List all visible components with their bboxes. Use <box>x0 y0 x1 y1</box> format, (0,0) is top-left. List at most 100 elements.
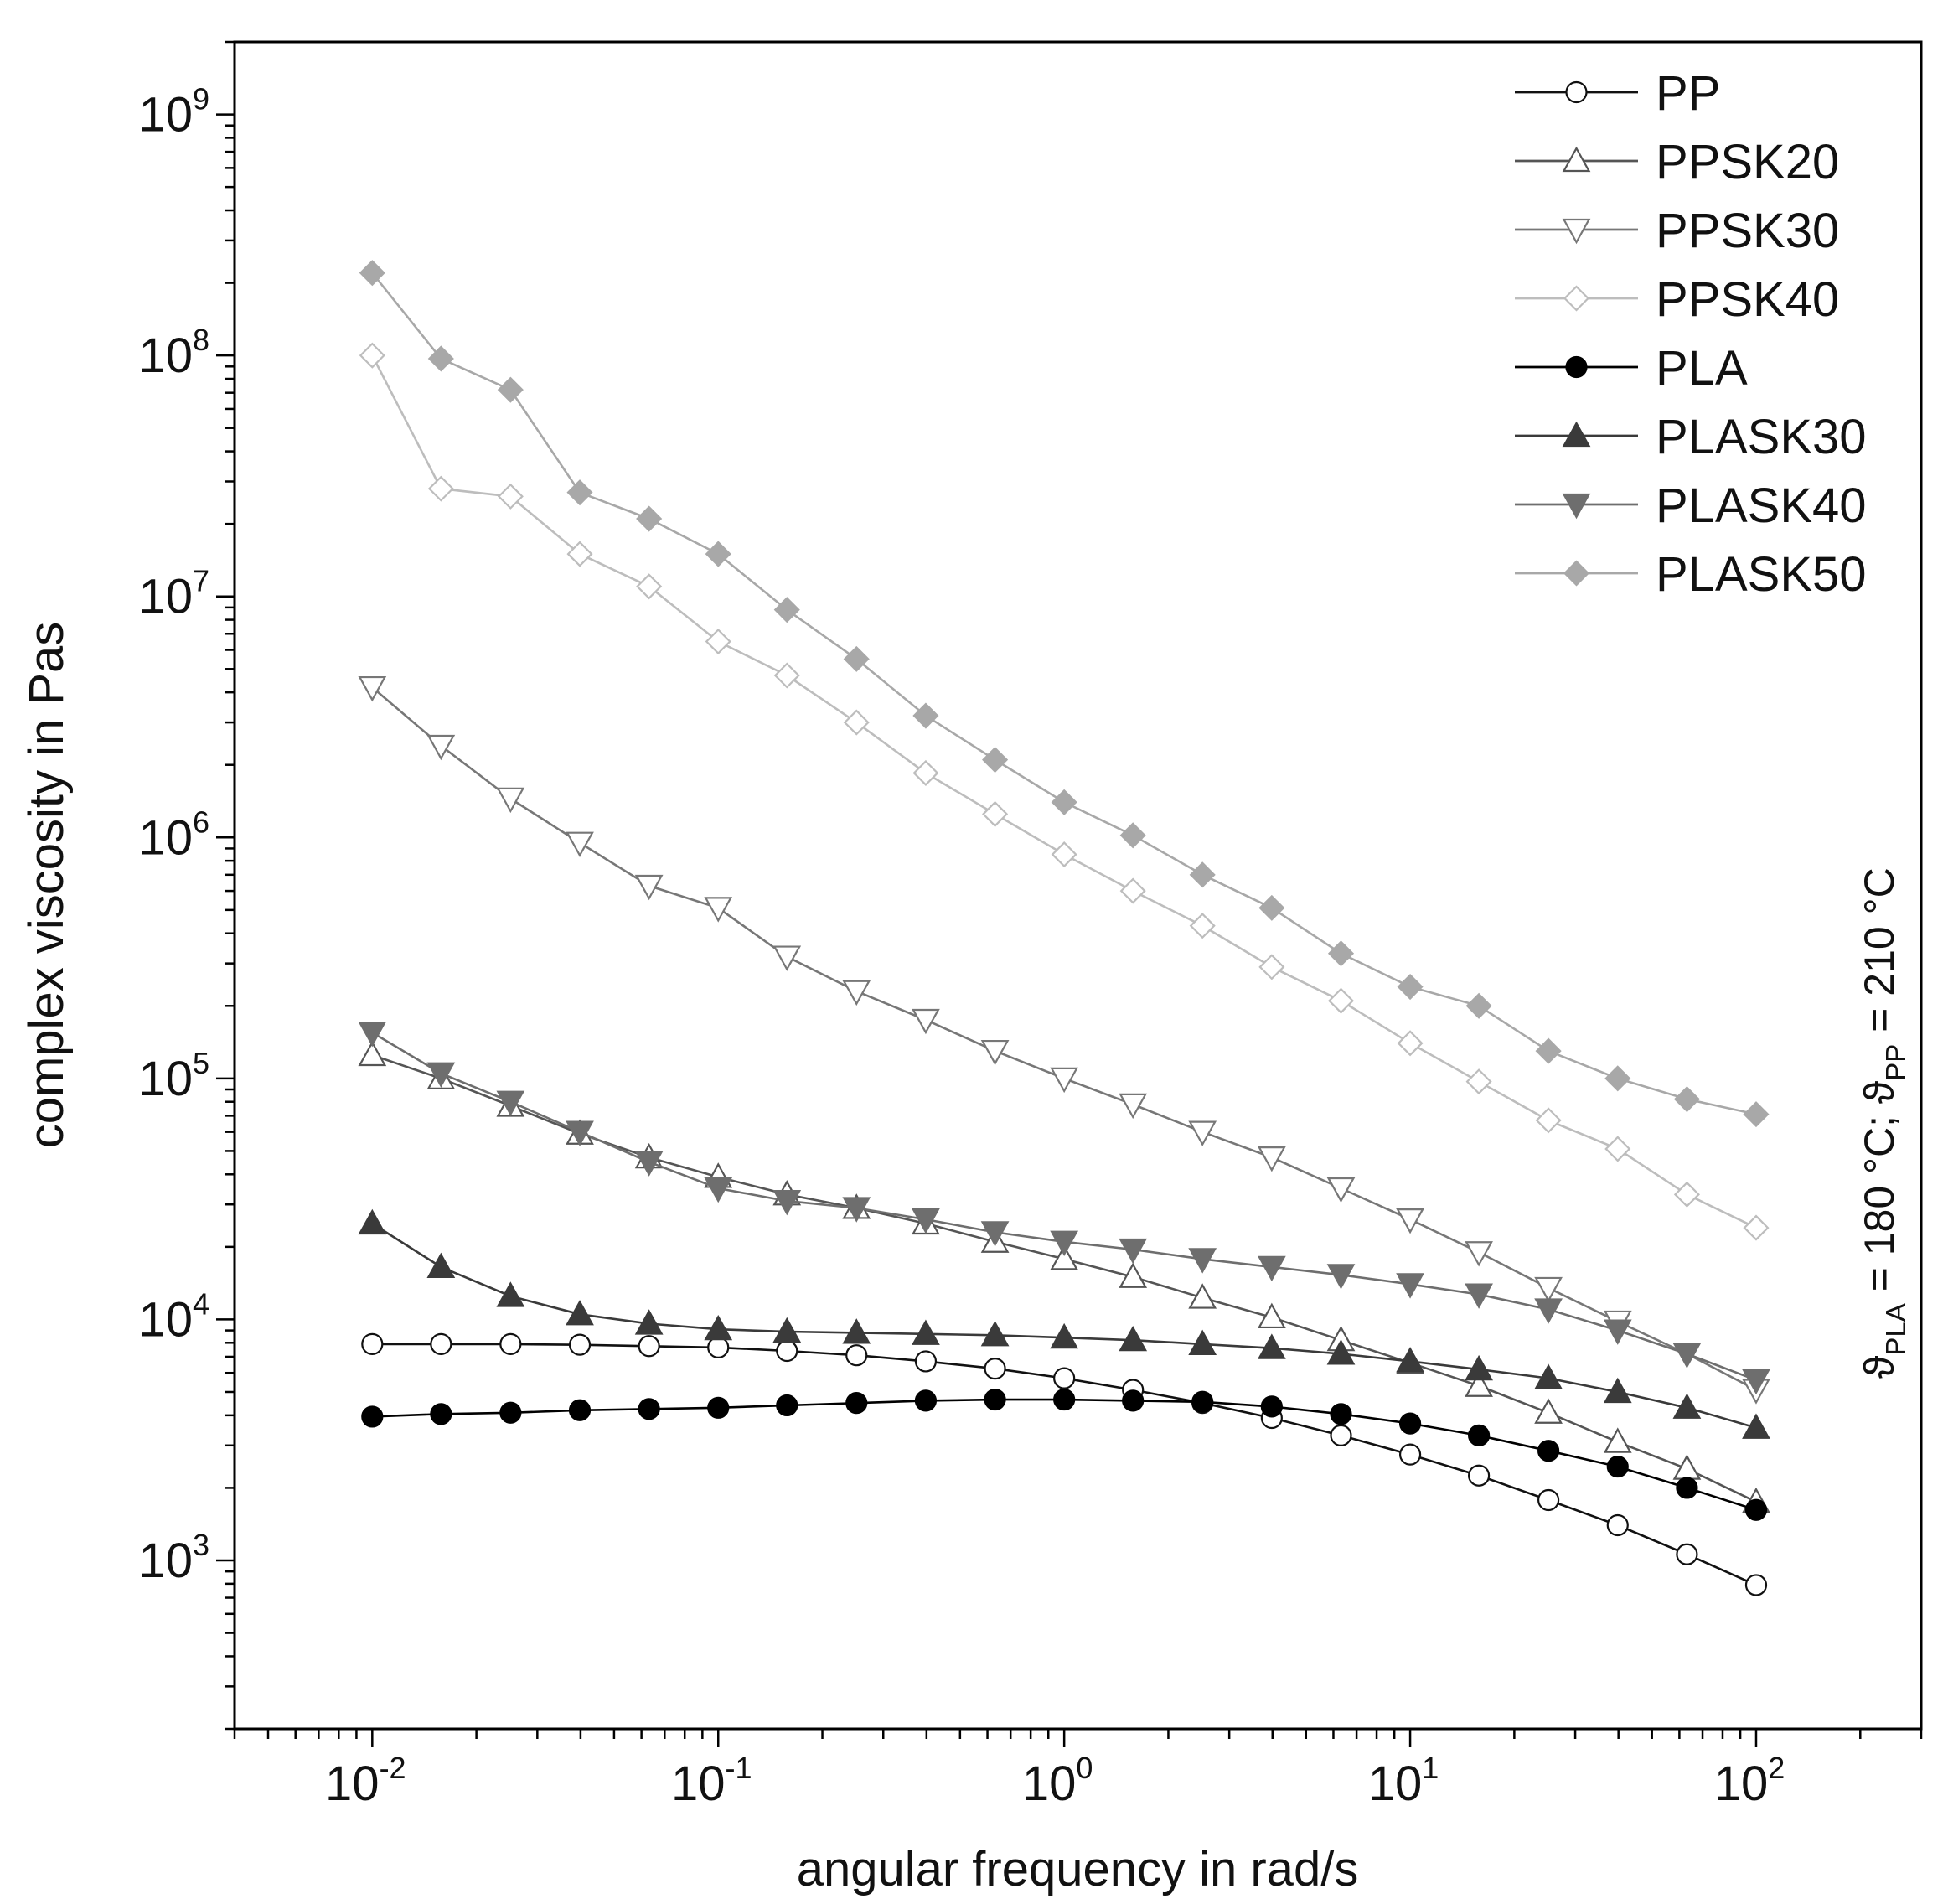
data-point-ppsk30 <box>1465 1241 1493 1267</box>
data-point-plask40 <box>1396 1273 1424 1299</box>
data-point-plask30 <box>1188 1329 1217 1355</box>
data-point-ppsk30 <box>1396 1208 1424 1234</box>
data-point-plask50 <box>1673 1086 1700 1113</box>
data-point-ppsk20 <box>1050 1244 1079 1270</box>
data-point-pla <box>845 1392 868 1415</box>
data-point-plask30 <box>1119 1325 1148 1352</box>
data-point-plask30 <box>358 1208 387 1235</box>
data-point-ppsk40 <box>1743 1214 1770 1241</box>
plot-frame <box>233 40 1923 1731</box>
data-point-ppsk40 <box>1397 1030 1424 1057</box>
legend-item-ppsk30: PPSK30 <box>1515 204 1839 258</box>
annotation-part-1: = 180 °C; <box>1856 1104 1903 1303</box>
legend-item-pla: PLA <box>1515 341 1748 396</box>
data-point-ppsk40 <box>1673 1181 1700 1208</box>
data-point-pp <box>1330 1424 1352 1446</box>
data-point-pla <box>1260 1395 1283 1418</box>
data-point-plask40 <box>1672 1343 1702 1368</box>
data-point-ppsk40 <box>1327 987 1355 1014</box>
data-point-plask50 <box>843 645 870 672</box>
data-point-pla <box>568 1399 592 1421</box>
data-point-plask50 <box>497 376 524 403</box>
data-point-ppsk20 <box>1465 1371 1493 1397</box>
data-point-plask40 <box>634 1151 664 1177</box>
data-point-plask40 <box>1050 1230 1079 1257</box>
data-point-ppsk20 <box>358 1040 387 1067</box>
data-point-plask50 <box>1119 822 1146 849</box>
data-point-ppsk40 <box>1535 1107 1562 1134</box>
legend-marker <box>1563 285 1590 312</box>
y-tick-label: 104 <box>138 1286 209 1347</box>
data-point-pp <box>1606 1513 1629 1537</box>
legend-marker <box>1562 218 1591 245</box>
data-point-ppsk30 <box>1326 1177 1356 1203</box>
data-point-plask40 <box>1257 1255 1286 1282</box>
data-point-ppsk30 <box>1257 1146 1286 1172</box>
x-axis-title: angular frequency in rad/s <box>797 1842 1359 1896</box>
data-point-plask50 <box>1258 894 1285 921</box>
data-point-ppsk30 <box>842 980 871 1006</box>
legend-label: PPSK40 <box>1656 272 1839 327</box>
data-point-plask40 <box>1742 1368 1770 1395</box>
legend-item-ppsk20: PPSK20 <box>1515 135 1839 189</box>
x-tick-label: 102 <box>1714 1751 1785 1811</box>
data-point-plask30 <box>1257 1333 1286 1359</box>
data-point-plask50 <box>1743 1101 1770 1128</box>
legend-marker <box>1565 80 1588 104</box>
legend-item-ppsk40: PPSK40 <box>1515 272 1839 327</box>
series-pp <box>361 1332 1768 1596</box>
annotation-symbol-1: ϑ <box>1856 1356 1903 1379</box>
data-point-pla <box>1467 1424 1491 1446</box>
data-point-plask30 <box>1396 1347 1424 1373</box>
data-point-plask50 <box>636 505 663 532</box>
data-point-plask30 <box>1603 1377 1632 1404</box>
y-tick-label: 108 <box>138 323 209 383</box>
data-point-pla <box>1606 1455 1629 1478</box>
data-point-plask40 <box>1188 1248 1217 1274</box>
y-axis-title: complex viscosity in Pas <box>19 622 74 1149</box>
x-tick-labels: 10-2 10-1 100 101 102 <box>325 1751 1785 1811</box>
data-point-pp <box>1676 1543 1698 1565</box>
data-point-plask40 <box>1603 1319 1632 1345</box>
data-point-plask40 <box>1465 1283 1493 1309</box>
y-tick-label: 105 <box>138 1046 209 1106</box>
data-point-plask40 <box>426 1062 456 1089</box>
data-point-ppsk40 <box>1604 1136 1631 1162</box>
data-point-pp <box>776 1339 798 1363</box>
legend-item-pp: PP <box>1515 66 1720 121</box>
legend-label: PLASK40 <box>1656 479 1867 533</box>
data-point-ppsk30 <box>1119 1093 1148 1120</box>
data-point-pla <box>1537 1440 1560 1462</box>
data-point-pla <box>1330 1403 1352 1425</box>
data-point-plask30 <box>1534 1363 1563 1389</box>
data-point-pla <box>776 1394 798 1417</box>
data-point-plask50 <box>773 597 800 623</box>
legend-item-plask30: PLASK30 <box>1515 410 1867 464</box>
annotation-part-2: = 210 °C <box>1856 867 1903 1043</box>
data-point-plask30 <box>912 1319 940 1345</box>
data-point-pp <box>430 1332 452 1355</box>
data-point-ppsk20 <box>1119 1262 1148 1288</box>
data-point-ppsk40 <box>1119 877 1146 904</box>
data-point-plask30 <box>704 1314 733 1341</box>
data-point-plask50 <box>359 260 385 287</box>
data-point-plask40 <box>980 1221 1010 1247</box>
data-point-ppsk30 <box>704 897 733 923</box>
y-tick-label: 103 <box>138 1528 209 1588</box>
data-point-plask50 <box>1535 1037 1562 1064</box>
data-point-ppsk40 <box>1465 1068 1492 1095</box>
series-pla <box>361 1388 1768 1521</box>
legend-label: PLASK30 <box>1656 410 1867 464</box>
data-point-pp <box>499 1332 522 1355</box>
series-plask30 <box>358 1208 1770 1439</box>
data-point-plask50 <box>705 541 731 567</box>
series-ppsk40 <box>359 342 1770 1241</box>
legend-label: PLA <box>1656 341 1748 396</box>
y-tick-label: 106 <box>138 805 209 865</box>
data-point-plask40 <box>496 1090 525 1116</box>
annotation-sub-pla: PLA <box>1880 1303 1911 1355</box>
data-point-ppsk40 <box>982 800 1009 827</box>
data-point-ppsk40 <box>773 662 800 689</box>
legend-label: PPSK20 <box>1656 135 1839 189</box>
